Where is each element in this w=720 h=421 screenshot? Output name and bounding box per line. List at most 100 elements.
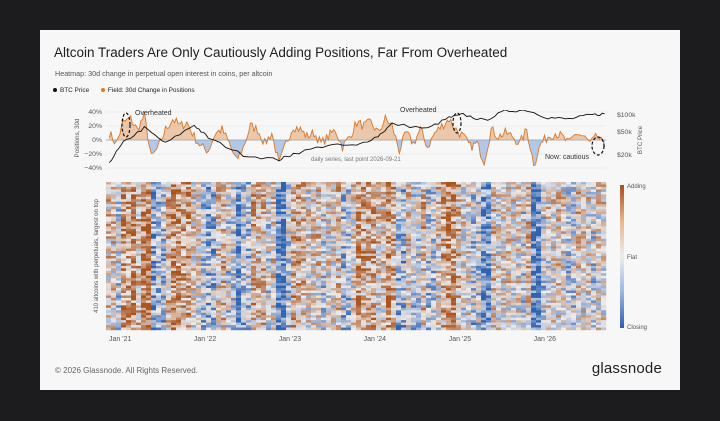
heatmap-cell bbox=[151, 216, 157, 220]
heatmap-cell bbox=[321, 238, 327, 242]
heatmap-cell bbox=[206, 189, 212, 193]
heatmap-cell bbox=[416, 258, 422, 262]
heatmap-cell bbox=[416, 265, 422, 269]
heatmap-cell bbox=[346, 265, 352, 269]
heatmap-cell bbox=[366, 228, 372, 232]
heatmap-cell bbox=[296, 243, 302, 247]
heatmap-cell bbox=[141, 204, 147, 207]
heatmap-cell bbox=[341, 221, 347, 225]
heatmap-cell bbox=[531, 206, 537, 210]
heatmap-cell bbox=[156, 204, 162, 207]
heatmap-cell bbox=[106, 290, 112, 294]
heatmap-cell bbox=[136, 288, 142, 291]
heatmap-cell bbox=[221, 211, 227, 215]
heatmap-cell bbox=[446, 273, 452, 276]
heatmap-cell bbox=[581, 268, 587, 271]
heatmap-cell bbox=[346, 295, 352, 299]
heatmap-cell bbox=[401, 184, 407, 188]
y2-axis-label: BTC Price bbox=[637, 125, 644, 154]
heatmap-cell bbox=[181, 302, 187, 306]
heatmap-cell bbox=[126, 231, 132, 234]
heatmap-cell bbox=[246, 248, 252, 252]
heatmap-cell bbox=[116, 219, 122, 222]
heatmap-cell bbox=[246, 211, 252, 215]
heatmap-cell bbox=[246, 243, 252, 247]
heatmap-cell bbox=[496, 295, 502, 299]
heatmap-cell bbox=[136, 243, 142, 247]
heatmap-cell bbox=[371, 243, 377, 247]
heatmap-cell bbox=[261, 268, 267, 271]
heatmap-cell bbox=[226, 201, 232, 205]
heatmap-cell bbox=[451, 219, 457, 222]
heatmap-cell bbox=[541, 288, 547, 291]
heatmap-cell bbox=[296, 211, 302, 215]
heatmap-cell bbox=[316, 283, 322, 286]
heatmap-cell bbox=[246, 283, 252, 286]
heatmap-cell bbox=[356, 302, 362, 306]
heatmap-cell bbox=[431, 182, 437, 185]
heatmap-cell bbox=[531, 223, 537, 227]
heatmap-cell bbox=[401, 280, 407, 284]
heatmap-cell bbox=[211, 248, 217, 252]
heatmap-cell bbox=[411, 194, 417, 197]
heatmap-cell bbox=[481, 283, 487, 286]
heatmap-cell bbox=[351, 280, 357, 284]
heatmap-cell bbox=[281, 209, 287, 212]
heatmap-cell bbox=[466, 211, 472, 215]
heatmap-cell bbox=[381, 275, 387, 279]
heatmap-cell bbox=[426, 186, 432, 190]
heatmap-cell bbox=[341, 285, 347, 289]
heatmap-cell bbox=[171, 243, 177, 247]
heatmap-cell bbox=[186, 290, 192, 294]
heatmap-cell bbox=[446, 258, 452, 262]
heatmap-cell bbox=[301, 288, 307, 291]
heatmap-cell bbox=[386, 219, 392, 222]
heatmap-cell bbox=[576, 268, 582, 271]
heatmap-cell bbox=[506, 265, 512, 269]
y-axis-label: Positions, 30d bbox=[74, 118, 81, 157]
heatmap-cell bbox=[321, 184, 327, 188]
heatmap-cell bbox=[441, 248, 447, 252]
heatmap-cell bbox=[516, 285, 522, 289]
heatmap-cell bbox=[476, 209, 482, 212]
heatmap-cell bbox=[396, 280, 402, 284]
heatmap-cell bbox=[401, 248, 407, 252]
heatmap-cell bbox=[161, 194, 167, 197]
heatmap-cell bbox=[286, 241, 292, 244]
heatmap-cell bbox=[181, 273, 187, 276]
heatmap-cell bbox=[161, 191, 167, 195]
heatmap-cell bbox=[186, 280, 192, 284]
heatmap-cell bbox=[251, 283, 257, 286]
heatmap-cell bbox=[376, 233, 382, 237]
heatmap-cell bbox=[156, 300, 162, 304]
heatmap-cell bbox=[511, 191, 517, 195]
heatmap-cell bbox=[261, 223, 267, 227]
heatmap-cell bbox=[396, 293, 402, 296]
heatmap-cell bbox=[131, 293, 137, 296]
heatmap-cell bbox=[566, 223, 572, 227]
heatmap-cell bbox=[551, 253, 557, 257]
heatmap-cell bbox=[496, 268, 502, 271]
heatmap-cell bbox=[551, 290, 557, 294]
heatmap-cell bbox=[366, 302, 372, 306]
heatmap-cell bbox=[116, 228, 122, 232]
heatmap-cell bbox=[276, 231, 282, 234]
heatmap-cell bbox=[136, 196, 142, 200]
heatmap-cell bbox=[196, 295, 202, 299]
heatmap-cell bbox=[191, 273, 197, 276]
heatmap-cell bbox=[521, 236, 527, 239]
legend-item-field[interactable]: Field: 30d Change in Positions bbox=[100, 87, 195, 94]
heatmap-cell bbox=[176, 290, 182, 294]
heatmap-cell bbox=[571, 231, 577, 234]
heatmap-cell bbox=[251, 238, 257, 242]
heatmap-cell bbox=[216, 246, 222, 249]
legend-item-btc-price[interactable]: BTC Price bbox=[53, 87, 89, 94]
heatmap-cell bbox=[316, 241, 322, 244]
heatmap-cell bbox=[276, 206, 282, 210]
heatmap-cell bbox=[191, 233, 197, 237]
heatmap-cell bbox=[181, 270, 187, 274]
heatmap-cell bbox=[601, 184, 607, 188]
heatmap-cell bbox=[501, 258, 507, 262]
heatmap-cell bbox=[371, 223, 377, 227]
heatmap-cell bbox=[421, 233, 427, 237]
